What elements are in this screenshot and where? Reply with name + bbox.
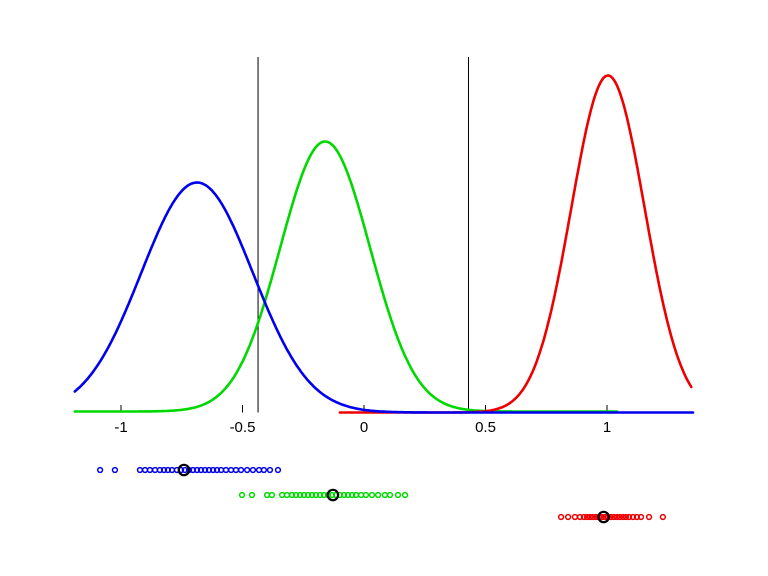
class-3-samples-point xyxy=(564,513,572,521)
class-3-samples-point xyxy=(637,513,645,521)
class-1-samples-point xyxy=(249,466,257,474)
x-axis-tick-label: 0 xyxy=(360,419,368,436)
class-1-samples-mean-marker xyxy=(177,463,191,477)
class-2-samples-mean-marker xyxy=(326,488,340,502)
class-3-samples-point xyxy=(625,513,633,521)
class-3-samples-point xyxy=(576,513,584,521)
class-3-samples-mean-marker xyxy=(597,510,610,524)
class-1-samples-point xyxy=(266,466,274,474)
class-1-samples-point xyxy=(209,466,217,474)
class-1-samples-point xyxy=(111,466,119,474)
class-2-samples-point xyxy=(308,491,316,499)
class-2-samples-point xyxy=(386,491,394,499)
x-axis-tick-label: -0.5 xyxy=(230,419,256,436)
x-axis-tick-label: 1 xyxy=(603,419,611,436)
class-2-samples-point xyxy=(248,491,256,499)
class-2-samples-point xyxy=(348,491,356,499)
class-3-samples-point xyxy=(586,513,594,521)
x-axis-tick-label: -1 xyxy=(114,419,127,436)
class-2-samples-point xyxy=(394,491,402,499)
class-3-samples-point xyxy=(583,513,591,521)
class-1-gaussian-pdf xyxy=(73,181,695,414)
class-3-samples-point xyxy=(557,513,565,521)
class-1-samples-point xyxy=(160,466,168,474)
class-3-samples-point xyxy=(613,513,621,521)
class-1-samples-point xyxy=(201,466,209,474)
class-3-samples-point xyxy=(659,513,667,521)
class-3-samples-point xyxy=(610,513,618,521)
class-2-samples-point xyxy=(340,491,348,499)
class-1-samples-point xyxy=(237,466,245,474)
class-1-samples-point xyxy=(260,466,268,474)
class-3-samples-point xyxy=(622,513,630,521)
class-1-samples-point xyxy=(96,466,104,474)
class-2-samples-point xyxy=(401,491,409,499)
class-2-samples-point xyxy=(304,491,312,499)
class-2-samples-point xyxy=(238,491,246,499)
class-2-samples-point xyxy=(368,491,376,499)
class-3-samples-point xyxy=(619,513,627,521)
class-3-samples-point xyxy=(616,513,624,521)
class-2-samples-point xyxy=(268,491,276,499)
class-1-samples-point xyxy=(243,466,251,474)
class-3-samples-point xyxy=(645,513,653,521)
class-3-samples-point xyxy=(601,513,609,521)
class-2-samples-point xyxy=(316,491,324,499)
class-1-samples-point xyxy=(193,466,201,474)
class-3-samples-point xyxy=(629,513,637,521)
class-1-samples-point xyxy=(274,466,282,474)
class-2-samples-point xyxy=(362,491,370,499)
class-3-samples-point xyxy=(580,513,588,521)
class-2-samples-point xyxy=(288,491,296,499)
x-axis-tick-label: 0.5 xyxy=(475,419,496,436)
class-2-samples-point xyxy=(374,491,382,499)
class-2-samples-point xyxy=(296,491,304,499)
class-3-samples-point xyxy=(589,513,597,521)
